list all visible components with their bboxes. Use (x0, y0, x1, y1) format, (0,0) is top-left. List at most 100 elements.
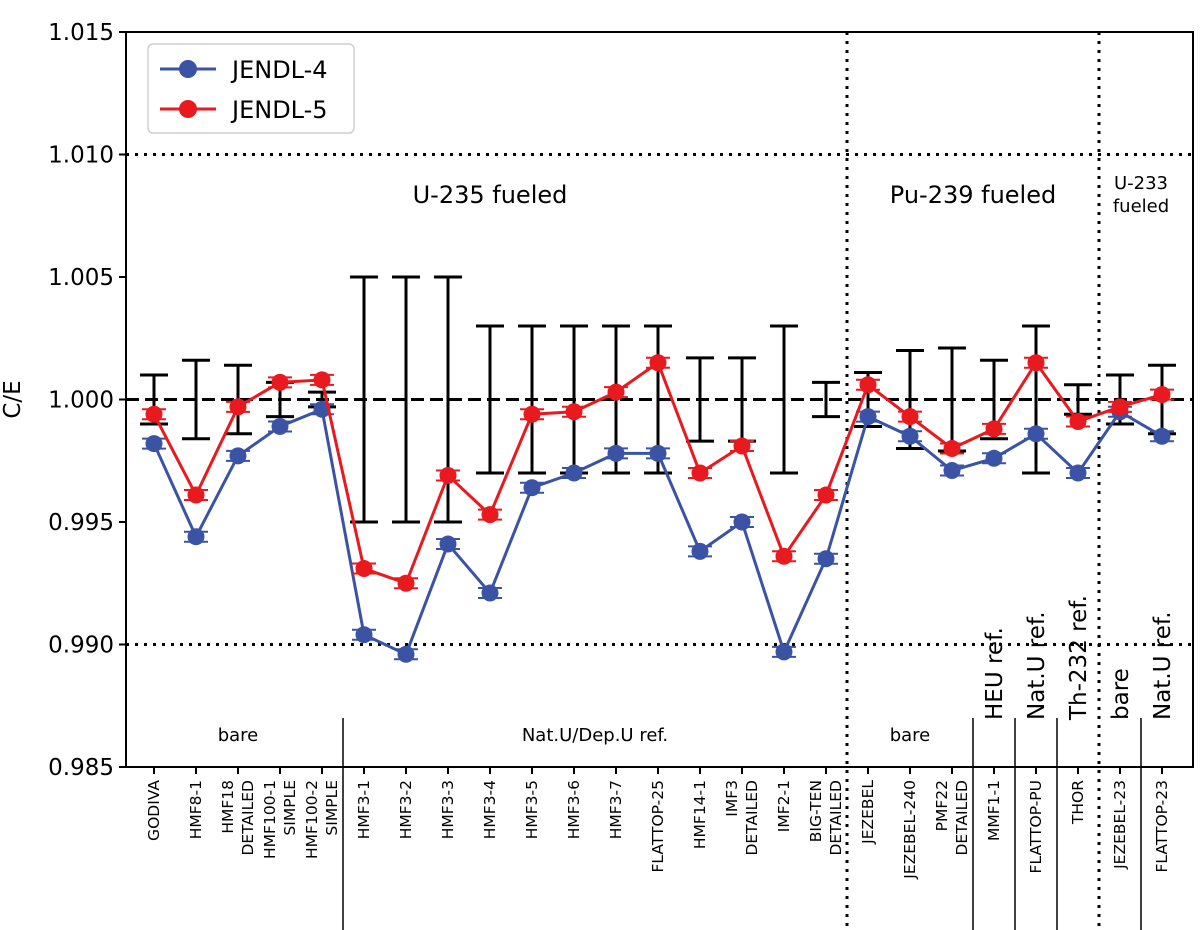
x-tick-label: PMF22 (933, 780, 951, 831)
data-point (814, 550, 838, 568)
data-point (226, 398, 250, 416)
region-label: U-233 (1114, 173, 1168, 194)
point-marker (1153, 386, 1171, 404)
data-point (856, 408, 880, 426)
data-point (856, 376, 880, 394)
x-tick-label: HMF3-5 (523, 780, 541, 839)
data-point (688, 542, 712, 560)
point-marker (1027, 354, 1045, 372)
x-tick-label: FLATTOP-25 (649, 780, 667, 873)
point-marker (187, 528, 205, 546)
data-point (478, 506, 502, 524)
point-marker (943, 440, 961, 457)
x-tick-label: HMF8-1 (187, 780, 205, 839)
data-point (604, 444, 628, 462)
point-marker (397, 574, 415, 592)
x-tick-label: HMF3-3 (439, 780, 457, 839)
x-tick-label: HMF3-4 (481, 780, 499, 839)
point-marker (1111, 398, 1129, 416)
y-tick-label: 1.000 (48, 388, 114, 414)
data-point (562, 464, 586, 482)
data-point (352, 626, 376, 644)
x-tick-label: BIG-TEN (807, 780, 825, 842)
x-tick-label: JEZEBEL (859, 780, 877, 845)
point-marker (439, 466, 457, 484)
uncertainty-bar (518, 324, 546, 475)
point-marker (229, 398, 247, 416)
uncertainty-bar (812, 380, 840, 419)
point-marker (985, 420, 1003, 438)
group-label: bare (218, 725, 259, 746)
point-marker (607, 444, 625, 462)
x-tick-label: IMF2-1 (775, 780, 793, 832)
uncertainty-bar (770, 324, 798, 475)
region-label: U-235 fueled (413, 181, 568, 209)
data-point (646, 354, 670, 372)
group-label: Nat.U/Dep.U ref. (522, 725, 668, 746)
point-marker (523, 405, 541, 423)
point-marker (901, 408, 919, 426)
point-marker (859, 376, 877, 394)
data-point (478, 584, 502, 602)
group-labels: bare Nat.U/Dep.U ref. bare HEU ref. Nat.U re… (218, 595, 1176, 746)
data-point (1024, 425, 1048, 443)
x-tick-label: HMF100-1 (261, 780, 279, 859)
legend-label: JENDL-5 (230, 96, 328, 124)
data-point (520, 479, 544, 497)
legend-box (147, 43, 355, 134)
data-point (436, 535, 460, 553)
data-point (142, 405, 166, 423)
legend-marker (179, 100, 197, 118)
point-marker (817, 486, 835, 504)
data-point (898, 427, 922, 445)
point-marker (187, 486, 205, 504)
data-point (352, 560, 376, 578)
x-tick-label: FLATTOP-PU (1027, 780, 1045, 873)
x-tick-label: IMF3 (723, 780, 741, 817)
x-tick-label: DETAILED (239, 780, 257, 856)
data-point (142, 435, 166, 453)
uncertainty-bar (476, 324, 504, 475)
y-tick-label: 1.010 (48, 143, 114, 169)
series-jendl-5 (142, 354, 1174, 592)
x-tick-label: GODIVA (145, 780, 163, 841)
point-marker (229, 447, 247, 465)
point-marker (397, 645, 415, 663)
data-point (1150, 427, 1174, 445)
uncertainty-bar (686, 356, 714, 443)
group-label: HEU ref. (982, 627, 1008, 720)
data-point (184, 528, 208, 546)
uncertainty-bar (392, 275, 420, 524)
uncertainty-bar (938, 346, 966, 453)
point-marker (1069, 413, 1087, 431)
x-tick-label: HMF3-2 (397, 780, 415, 839)
data-point (394, 574, 418, 592)
data-point (1066, 413, 1090, 431)
group-label: bare (890, 725, 931, 746)
data-point (940, 440, 964, 457)
legend-marker (179, 60, 197, 78)
y-tick-label: 1.005 (48, 265, 114, 291)
x-tick-label: HMF3-6 (565, 780, 583, 839)
point-marker (691, 464, 709, 482)
x-tick-label: HMF14-1 (691, 780, 709, 849)
x-tick-label: JEZEBEL-23 (1111, 780, 1129, 870)
series-jendl-4 (142, 400, 1174, 663)
data-point (604, 383, 628, 401)
point-marker (565, 403, 583, 421)
group-label: Nat.U ref. (1150, 611, 1176, 720)
point-marker (691, 542, 709, 560)
x-tick-label: SIMPLE (281, 780, 299, 836)
uncertainty-bar (1022, 324, 1050, 475)
y-tick-label: 0.985 (48, 755, 114, 781)
point-marker (1153, 427, 1171, 445)
legend-entry: JENDL-5 (160, 96, 328, 124)
point-marker (733, 437, 751, 455)
point-marker (1069, 464, 1087, 482)
data-point (646, 444, 670, 462)
point-marker (355, 626, 373, 644)
data-point (436, 466, 460, 484)
data-point (982, 420, 1006, 438)
legend: JENDL-4 JENDL-5 (147, 43, 355, 134)
